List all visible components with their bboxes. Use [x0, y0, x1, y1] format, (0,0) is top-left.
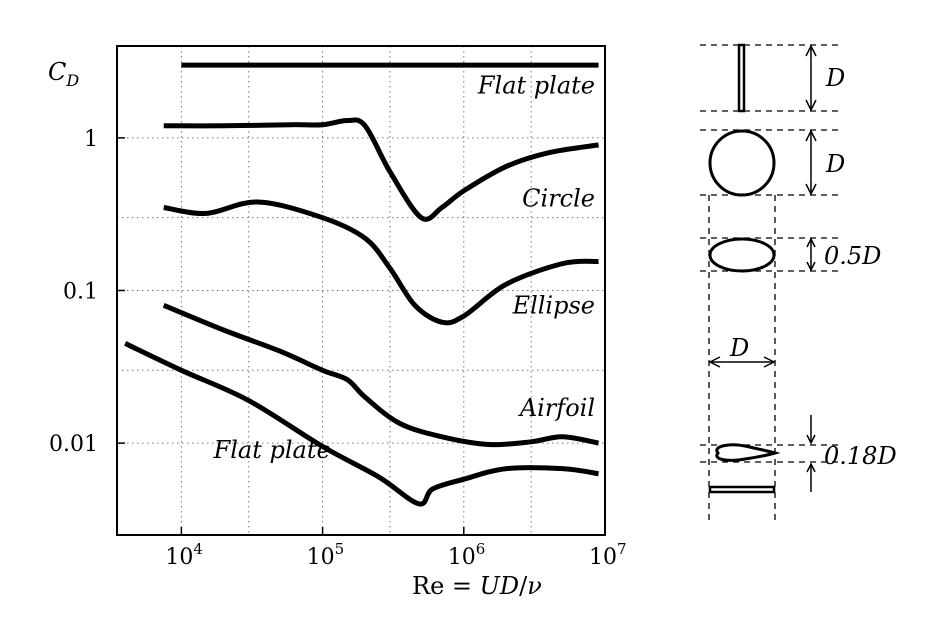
y-tick-label: 0.01 [49, 432, 98, 457]
circle-dim-label: D [825, 150, 845, 178]
x-tick-label: 107 [589, 540, 627, 570]
chord-dim-label: D [729, 334, 749, 362]
curve-label: Circle [522, 185, 595, 213]
x-tick-labels: 104 105 106 107 [165, 527, 627, 570]
flat-plate-horizontal-shape [708, 485, 776, 494]
dashed-guides [700, 44, 842, 520]
curve-label: Flat plate [213, 436, 331, 464]
curve-labels: Flat plate Circle Ellipse Airfoil Flat plate [213, 72, 595, 464]
x-tick-label: 106 [448, 540, 486, 570]
body-shapes-column: D D 0.5D D 0.18D [700, 43, 897, 520]
series-line-airfoil-3 [162, 302, 600, 448]
series-layer [124, 62, 600, 507]
curve-label: Airfoil [518, 394, 595, 422]
series-line-circle-1 [163, 117, 599, 222]
y-tick-label: 1 [84, 127, 98, 152]
airfoil-shape [715, 443, 781, 462]
circle-shape [708, 129, 776, 197]
dimension-arrows [708, 44, 817, 492]
plate-dim-label: D [825, 64, 845, 92]
flat-plate-vertical-shape [737, 43, 746, 113]
chart-plot-area: 104 105 106 107 0.01 0.1 1 Flat plate Circle El… [48, 45, 627, 600]
series-line-ellipse-2 [163, 199, 599, 326]
ellipse-dim-label: 0.5D [824, 242, 881, 270]
x-axis-label: Re = UD/ν [412, 572, 542, 600]
y-axis-label: CD [48, 58, 79, 90]
curve-label: Flat plate [477, 72, 595, 100]
y-tick-labels: 0.01 0.1 1 [49, 127, 125, 457]
x-tick-label: 105 [307, 540, 345, 570]
y-tick-label: 0.1 [63, 280, 98, 305]
airfoil-dim-label: 0.18D [824, 442, 897, 470]
curve-label: Ellipse [512, 291, 595, 319]
ellipse-shape [708, 237, 776, 273]
x-tick-label: 104 [165, 540, 203, 570]
series-line-flat-plate-4 [124, 341, 599, 507]
